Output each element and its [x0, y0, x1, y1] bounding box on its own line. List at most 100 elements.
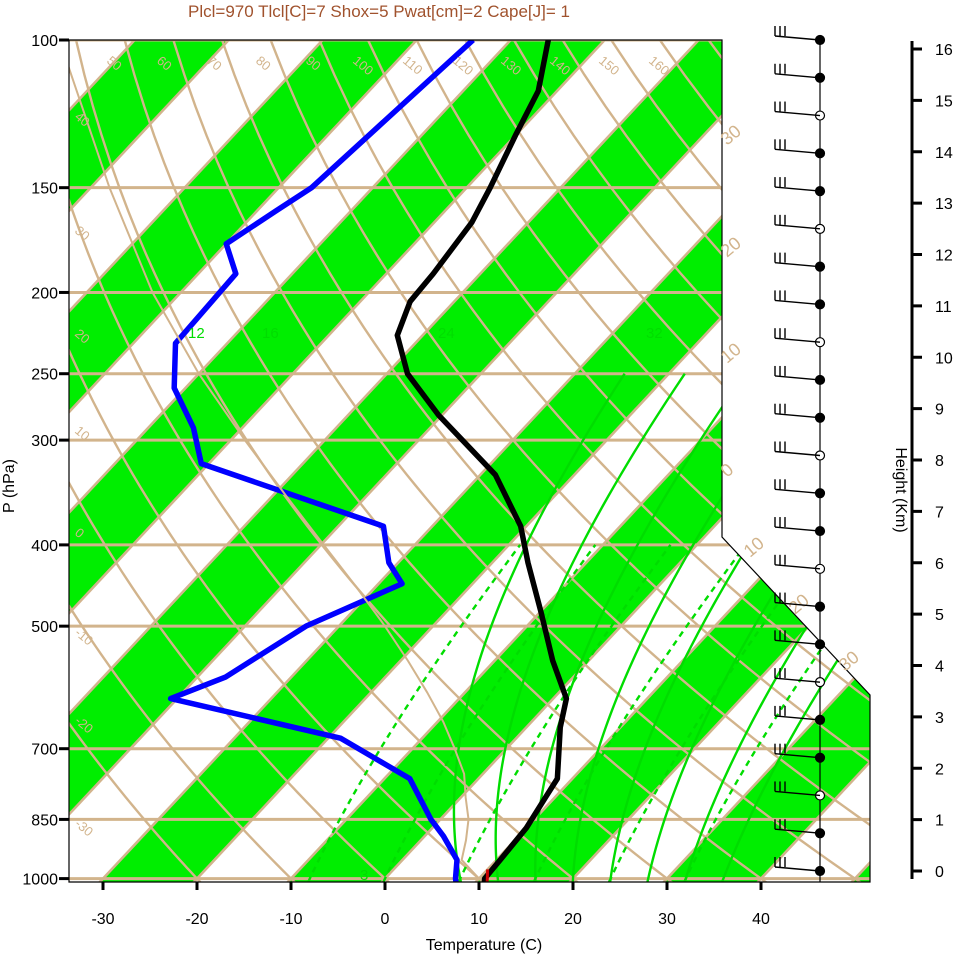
- edge-label: 30: [835, 647, 863, 675]
- height-tick-label: 5: [935, 607, 944, 624]
- dry-adiabat-line: [415, 40, 870, 882]
- sounding-curves: [69, 40, 570, 882]
- x-tick-label: 40: [752, 911, 770, 928]
- y-tick-label: 1000: [22, 872, 58, 889]
- height-tick-label: 13: [935, 196, 953, 213]
- y-tick-label: 200: [31, 285, 58, 302]
- barb-shaft: [774, 828, 821, 834]
- moist-adiabat-line: [452, 373, 626, 882]
- wind-barbs: [774, 26, 826, 882]
- height-tick-label: 9: [935, 402, 944, 419]
- y-tick-label: 400: [31, 538, 58, 555]
- dry-adiabat-line: [69, 40, 310, 882]
- x-tick-label: 0: [381, 911, 390, 928]
- dewpoint-line: [167, 40, 475, 882]
- dry-adiabat-line: [318, 40, 870, 882]
- y-tick-label: 300: [31, 433, 58, 450]
- barb-shaft: [774, 790, 821, 797]
- dry-adiabat-line: [69, 40, 501, 882]
- isotherm-line: [69, 40, 606, 882]
- mixing-ratio-line: [382, 544, 597, 882]
- isotherm-line: [69, 40, 794, 882]
- barb-shaft: [774, 715, 821, 721]
- parcel-line: [69, 40, 480, 880]
- height-axis-label: Height (Km): [892, 447, 909, 532]
- height-tick-label: 11: [935, 299, 952, 316]
- isotherm-line: [69, 40, 700, 882]
- mixing-ratio-line: [607, 544, 822, 882]
- y-tick-label: 700: [31, 742, 58, 759]
- adiabat-label: 30: [72, 223, 93, 244]
- barb-shaft: [774, 413, 821, 419]
- barb-shaft: [774, 866, 821, 872]
- y-tick-label: 850: [31, 812, 58, 829]
- dry-adiabat-line: [74, 40, 692, 882]
- barb-shaft: [774, 299, 821, 306]
- barb-shaft: [774, 224, 821, 230]
- moist-adiabat-label: 16: [262, 325, 279, 342]
- barb-shaft: [774, 564, 821, 570]
- dry-adiabat-line: [69, 40, 596, 882]
- edge-label: 10: [740, 533, 768, 561]
- adiabat-label: -10: [72, 625, 96, 649]
- dry-adiabat-line: [69, 40, 406, 882]
- temperature-bands: [69, 40, 870, 882]
- barb-shaft: [774, 526, 821, 532]
- height-tick-label: 12: [935, 248, 953, 265]
- height-tick-label: 16: [935, 42, 953, 59]
- moist-adiabat-label: 32: [646, 325, 663, 342]
- moist-adiabat-line: [683, 372, 870, 882]
- height-tick-label: 8: [935, 453, 944, 470]
- y-tick-label: 500: [31, 619, 58, 636]
- x-tick-label: 30: [658, 911, 676, 928]
- height-tick-label: 0: [935, 864, 944, 881]
- barb-shaft: [774, 601, 821, 608]
- axes: -30 -20 -10 0 10 20 30 40 100 150 200 250 300 400 500 7…: [22, 33, 770, 928]
- dry-adiabat-line: [952, 40, 961, 896]
- mixing-ratio-line: [532, 544, 747, 882]
- dry-adiabat-line: [269, 40, 870, 882]
- height-tick-label: 15: [935, 93, 953, 110]
- grid-lines: [69, 40, 961, 896]
- barb-shaft: [774, 73, 821, 79]
- barb-shaft: [774, 148, 821, 155]
- y-axis-label: P (hPa): [1, 459, 18, 513]
- y-tick-label: 250: [31, 367, 58, 384]
- isotherm-line: [69, 40, 324, 882]
- green-band: [69, 40, 417, 882]
- barb-shaft: [774, 110, 821, 117]
- dry-adiabat-line: [220, 40, 870, 882]
- x-tick-label: -10: [279, 911, 302, 928]
- isotherm-label: 110: [400, 53, 426, 78]
- isotherm-line: [69, 40, 512, 882]
- moist-adiabat-label: 24: [438, 325, 455, 342]
- mixing-ratio-line: [457, 544, 672, 882]
- barb-shaft: [774, 752, 821, 759]
- x-axis-label: Temperature (C): [426, 937, 542, 954]
- plot-border: [68, 39, 871, 883]
- barb-shaft: [774, 639, 821, 646]
- edge-label: 10: [717, 339, 745, 367]
- barb-shaft: [774, 450, 821, 457]
- temperature-line: [394, 40, 570, 882]
- edge-label: 30: [717, 121, 745, 149]
- isotherm-label: 150: [596, 53, 622, 78]
- x-tick-label: 10: [470, 911, 488, 928]
- height-tick-label: 6: [935, 556, 944, 573]
- height-tick-label: 10: [935, 350, 953, 367]
- chart-title: Plcl=970 Tlcl[C]=7 Shox=5 Pwat[cm]=2 Cap…: [188, 2, 570, 21]
- barb-shaft: [774, 35, 821, 41]
- isotherm-line: [649, 40, 870, 882]
- dry-adiabat-line: [172, 40, 870, 882]
- height-tick-label: 7: [935, 504, 944, 521]
- moist-adiabat-label: 12: [188, 325, 205, 342]
- x-tick-label: 20: [564, 911, 582, 928]
- height-tick-label: 1: [935, 813, 944, 830]
- x-tick-label: -20: [185, 911, 208, 928]
- isotherm-line: [69, 40, 230, 882]
- x-tick-label: -30: [91, 911, 114, 928]
- dry-adiabat-line: [366, 40, 870, 882]
